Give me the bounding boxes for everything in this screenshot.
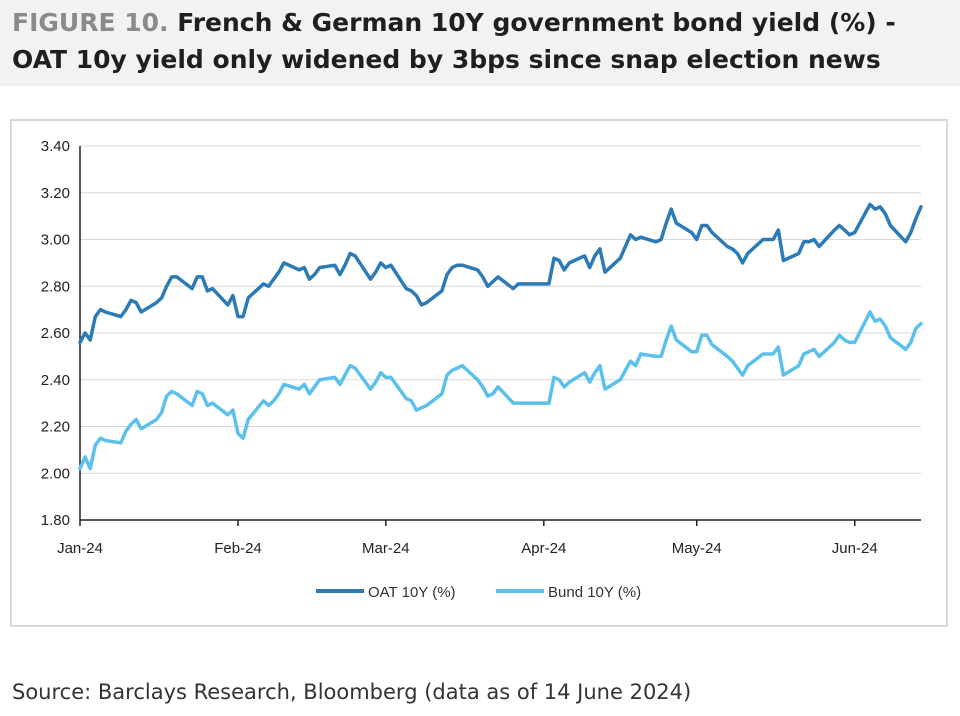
legend-label-oat: OAT 10Y (%) — [368, 584, 456, 601]
title-band — [0, 0, 960, 86]
source-note: Source: Barclays Research, Bloomberg (da… — [12, 680, 692, 704]
x-axis-ticks: Jan-24 Feb-24 Mar-24 Apr-24 May-24 Jun-24 — [57, 520, 878, 557]
x-tick-label: May-24 — [672, 540, 722, 557]
chart-frame — [10, 119, 948, 627]
x-tick-label: Jan-24 — [57, 540, 103, 557]
x-tick-label: Apr-24 — [521, 540, 566, 557]
y-axis-ticks: 1.80 2.00 2.20 2.40 2.60 2.80 3.00 3.20 3.40 — [41, 138, 70, 529]
chart-gridlines — [80, 145, 921, 474]
y-tick-label: 2.40 — [41, 372, 70, 389]
y-tick-label: 2.00 — [41, 465, 70, 482]
series-line-bund — [78, 310, 923, 471]
x-tick-label: Mar-24 — [362, 540, 410, 557]
figure-label: FIGURE 10. — [12, 8, 169, 37]
chart-title: French & German 10Y government bond yiel… — [12, 8, 896, 74]
y-tick-label: 1.80 — [41, 512, 70, 529]
y-tick-label: 2.60 — [41, 325, 70, 342]
chart-axes — [79, 146, 921, 521]
legend-label-bund: Bund 10Y (%) — [548, 584, 641, 601]
x-tick-label: Jun-24 — [832, 540, 878, 557]
x-tick-label: Feb-24 — [214, 540, 262, 557]
y-tick-label: 3.00 — [41, 232, 70, 249]
chart-legend: OAT 10Y (%) Bund 10Y (%) — [316, 584, 641, 601]
series-line-oat — [78, 202, 923, 345]
y-tick-label: 2.80 — [41, 278, 70, 295]
y-tick-label: 3.20 — [41, 185, 70, 202]
chart-series — [78, 202, 923, 471]
y-tick-label: 2.20 — [41, 419, 70, 436]
y-tick-label: 3.40 — [41, 138, 70, 155]
page-title: FIGURE 10. French & German 10Y governmen… — [12, 4, 942, 78]
